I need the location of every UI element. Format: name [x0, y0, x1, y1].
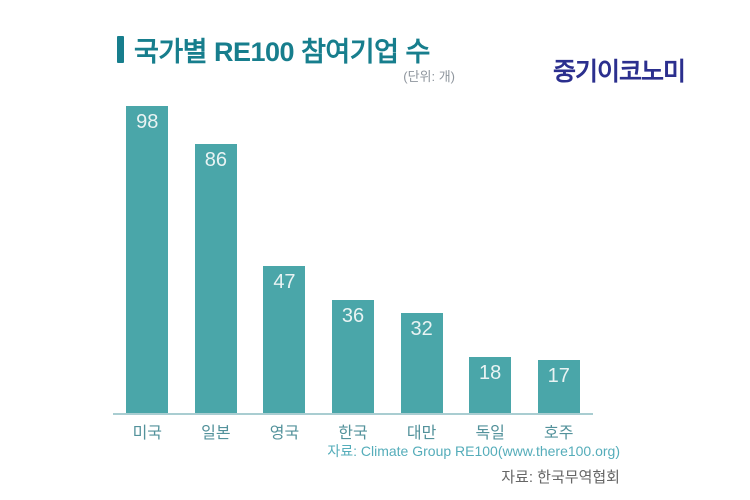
bar-대만: 32 [400, 313, 443, 413]
bar-value-label: 36 [341, 305, 365, 327]
title-accent-bar [117, 36, 124, 63]
category-label-영국: 영국 [269, 425, 300, 442]
bar-value-label: 18 [479, 362, 502, 384]
bar-독일: 18 [469, 357, 512, 413]
bar-slot: 86 [182, 144, 251, 413]
bar-value-label: 17 [547, 365, 570, 387]
category-label-미국: 미국 [132, 425, 163, 442]
bar-slot: 36 [319, 300, 388, 413]
source-primary: 자료: Climate Group RE100(www.there100.org… [327, 443, 620, 459]
category-axis: 미국 일본 영국 한국 대만 독일 호주 [113, 419, 593, 443]
category-label-독일: 독일 [475, 425, 505, 442]
bar-value-label: 32 [410, 318, 433, 340]
bar-slot: 18 [456, 357, 525, 413]
source-secondary: 자료: 한국무역협회 [501, 469, 620, 486]
bar-value-label: 47 [273, 271, 296, 293]
bar-영국: 47 [263, 266, 306, 413]
unit-label: (단위: 개) [403, 69, 455, 84]
bar-chart-plot-area: 98 86 47 36 32 18 17 [113, 100, 593, 415]
category-label-한국: 한국 [338, 425, 368, 442]
title-block: 국가별 RE100 참여기업 수 [117, 30, 430, 69]
bar-value-label: 98 [136, 111, 159, 133]
bar-일본: 86 [194, 144, 237, 413]
publisher-logo: 중기이코노미 [553, 58, 686, 86]
category-label-대만: 대만 [406, 425, 437, 442]
category-label-일본: 일본 [201, 425, 231, 442]
bar-미국: 98 [126, 106, 169, 413]
bar-slot: 98 [113, 106, 182, 413]
category-label-호주: 호주 [544, 425, 574, 442]
bar-한국: 36 [332, 300, 375, 413]
chart-title: 국가별 RE100 참여기업 수 [134, 37, 430, 67]
bar-series: 98 86 47 36 32 18 17 [113, 100, 593, 413]
bar-호주: 17 [537, 360, 580, 413]
bar-value-label: 86 [204, 149, 227, 171]
bar-slot: 47 [250, 266, 319, 413]
bar-slot: 17 [524, 360, 593, 413]
bar-slot: 32 [387, 313, 456, 413]
